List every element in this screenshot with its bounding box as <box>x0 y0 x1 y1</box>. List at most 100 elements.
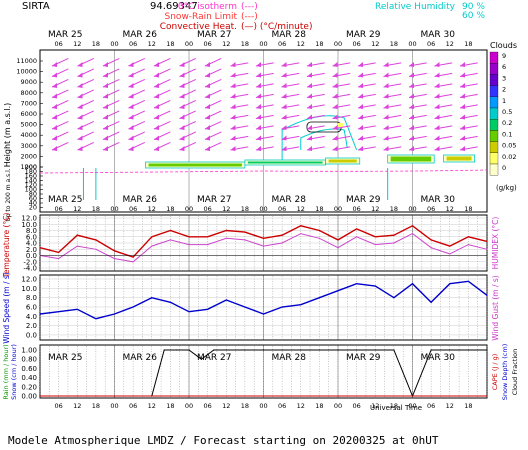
wind-arrow-head <box>332 146 338 151</box>
wind-arrow <box>383 125 402 130</box>
colorbar-segment <box>489 130 499 142</box>
colorbar-title: Clouds <box>490 41 517 50</box>
hour-label: 18 <box>464 205 472 213</box>
wind-arrow <box>77 120 95 130</box>
wind-arrow-head <box>179 125 185 130</box>
wind-arrow-head <box>358 135 363 141</box>
data-point <box>39 313 41 315</box>
wind-arrow <box>332 125 351 130</box>
wind-arrow <box>204 141 222 151</box>
wind-arrow-head <box>103 114 108 120</box>
wind-arrow <box>434 125 453 130</box>
wind-arrow-head <box>434 104 440 109</box>
wind-arrow-head <box>128 146 134 151</box>
data-point <box>175 349 178 351</box>
wind-arrow <box>51 78 69 88</box>
hour-label: 12 <box>148 402 156 410</box>
wind-arrow <box>332 135 351 141</box>
wind-arrow-head <box>205 125 210 130</box>
wind-arrow <box>383 104 402 109</box>
wind-arrow-head <box>77 114 83 120</box>
cloud-band-core <box>446 156 472 161</box>
colorbar-tick: 0.5 <box>502 108 512 116</box>
wind-arrow-head <box>409 72 414 78</box>
wind-arrow-head <box>409 146 414 151</box>
colorbar-tick: 0.2 <box>502 119 512 127</box>
temperature-tick: 2.0 <box>26 246 37 254</box>
wind-arrow <box>408 135 427 141</box>
height-tick: 9000 <box>20 78 37 86</box>
wind-arrow <box>281 93 300 99</box>
data-point <box>467 280 469 282</box>
data-point <box>281 234 283 236</box>
wind-arrow-head <box>434 135 440 141</box>
hour-label: 06 <box>352 40 360 48</box>
height-tick: 160 <box>25 172 37 180</box>
data-point <box>356 228 358 230</box>
data-point <box>411 283 414 285</box>
data-point <box>188 243 190 246</box>
rain-tick: 1.00 <box>21 347 37 355</box>
data-point <box>449 253 451 255</box>
wind-arrow-head <box>230 146 236 151</box>
wind-arrow <box>179 110 197 120</box>
wind-arrow <box>408 72 427 78</box>
wind-arrow <box>255 104 274 109</box>
wind-arrow <box>128 68 146 78</box>
hour-label: 18 <box>241 402 249 410</box>
data-point <box>213 349 215 351</box>
wind-arrow-head <box>256 135 261 141</box>
height-tick: 1000 <box>20 163 37 171</box>
wind-arrow <box>306 83 325 88</box>
wind-arrow-head <box>332 125 338 130</box>
wind-arrow <box>77 131 95 141</box>
cloud-band-core <box>247 161 323 164</box>
hour-label: 06 <box>352 205 360 213</box>
wind-arrow-head <box>103 72 108 78</box>
wind-arrow-head <box>52 146 57 151</box>
wind-arrow-head <box>307 83 312 88</box>
wind-arrow <box>332 104 351 109</box>
data-point <box>169 229 171 232</box>
wind-arrow <box>306 135 325 141</box>
wind-arrow-head <box>460 72 465 78</box>
wind-arrow-head <box>154 104 159 109</box>
wind-arrow <box>179 120 197 130</box>
wind-arrow <box>204 57 222 67</box>
wind-arrow-head <box>460 146 465 151</box>
wind-arrow <box>459 125 478 130</box>
colorbar-segment <box>489 152 499 165</box>
wind-arrow-head <box>179 83 185 88</box>
wind-arrow <box>408 146 427 151</box>
hour-label: 00 <box>110 402 118 410</box>
wind-arrow-head <box>409 62 414 67</box>
wind-arrow <box>204 120 222 130</box>
height-tick: 200 <box>25 163 37 171</box>
wind-tick: 4.0 <box>26 313 37 321</box>
wind-arrow-head <box>383 72 389 78</box>
data-point <box>244 239 246 241</box>
wind-arrow-head <box>154 146 159 151</box>
wind-arrow-head <box>358 62 363 67</box>
colorbar-segment <box>489 51 499 64</box>
data-point <box>374 243 376 246</box>
day-label: MAR 25 <box>48 353 83 363</box>
wind-arrow <box>459 146 478 151</box>
hour-label: 12 <box>73 40 81 48</box>
wind-arrow-head <box>52 114 57 120</box>
snow-axis-label: Snow (cm / hour) <box>10 344 18 400</box>
cloud-fraction-axis-label: Cloud Fraction <box>511 349 519 396</box>
data-point <box>225 299 227 301</box>
wind-arrow-head <box>307 114 312 120</box>
wind-arrow-head <box>205 146 210 151</box>
footer-text: Modele Atmospherique LMDZ / Forecast sta… <box>8 434 439 447</box>
data-point <box>262 245 265 247</box>
wind-arrow-head <box>434 146 440 151</box>
height-axis-label: Height (m a.s.l.) <box>3 103 12 168</box>
wind-arrow <box>408 93 427 99</box>
data-point <box>281 242 283 244</box>
hour-label: 06 <box>54 40 62 48</box>
wind-arrow <box>153 57 171 67</box>
data-point <box>430 239 432 241</box>
wind-arrow-head <box>332 93 338 99</box>
